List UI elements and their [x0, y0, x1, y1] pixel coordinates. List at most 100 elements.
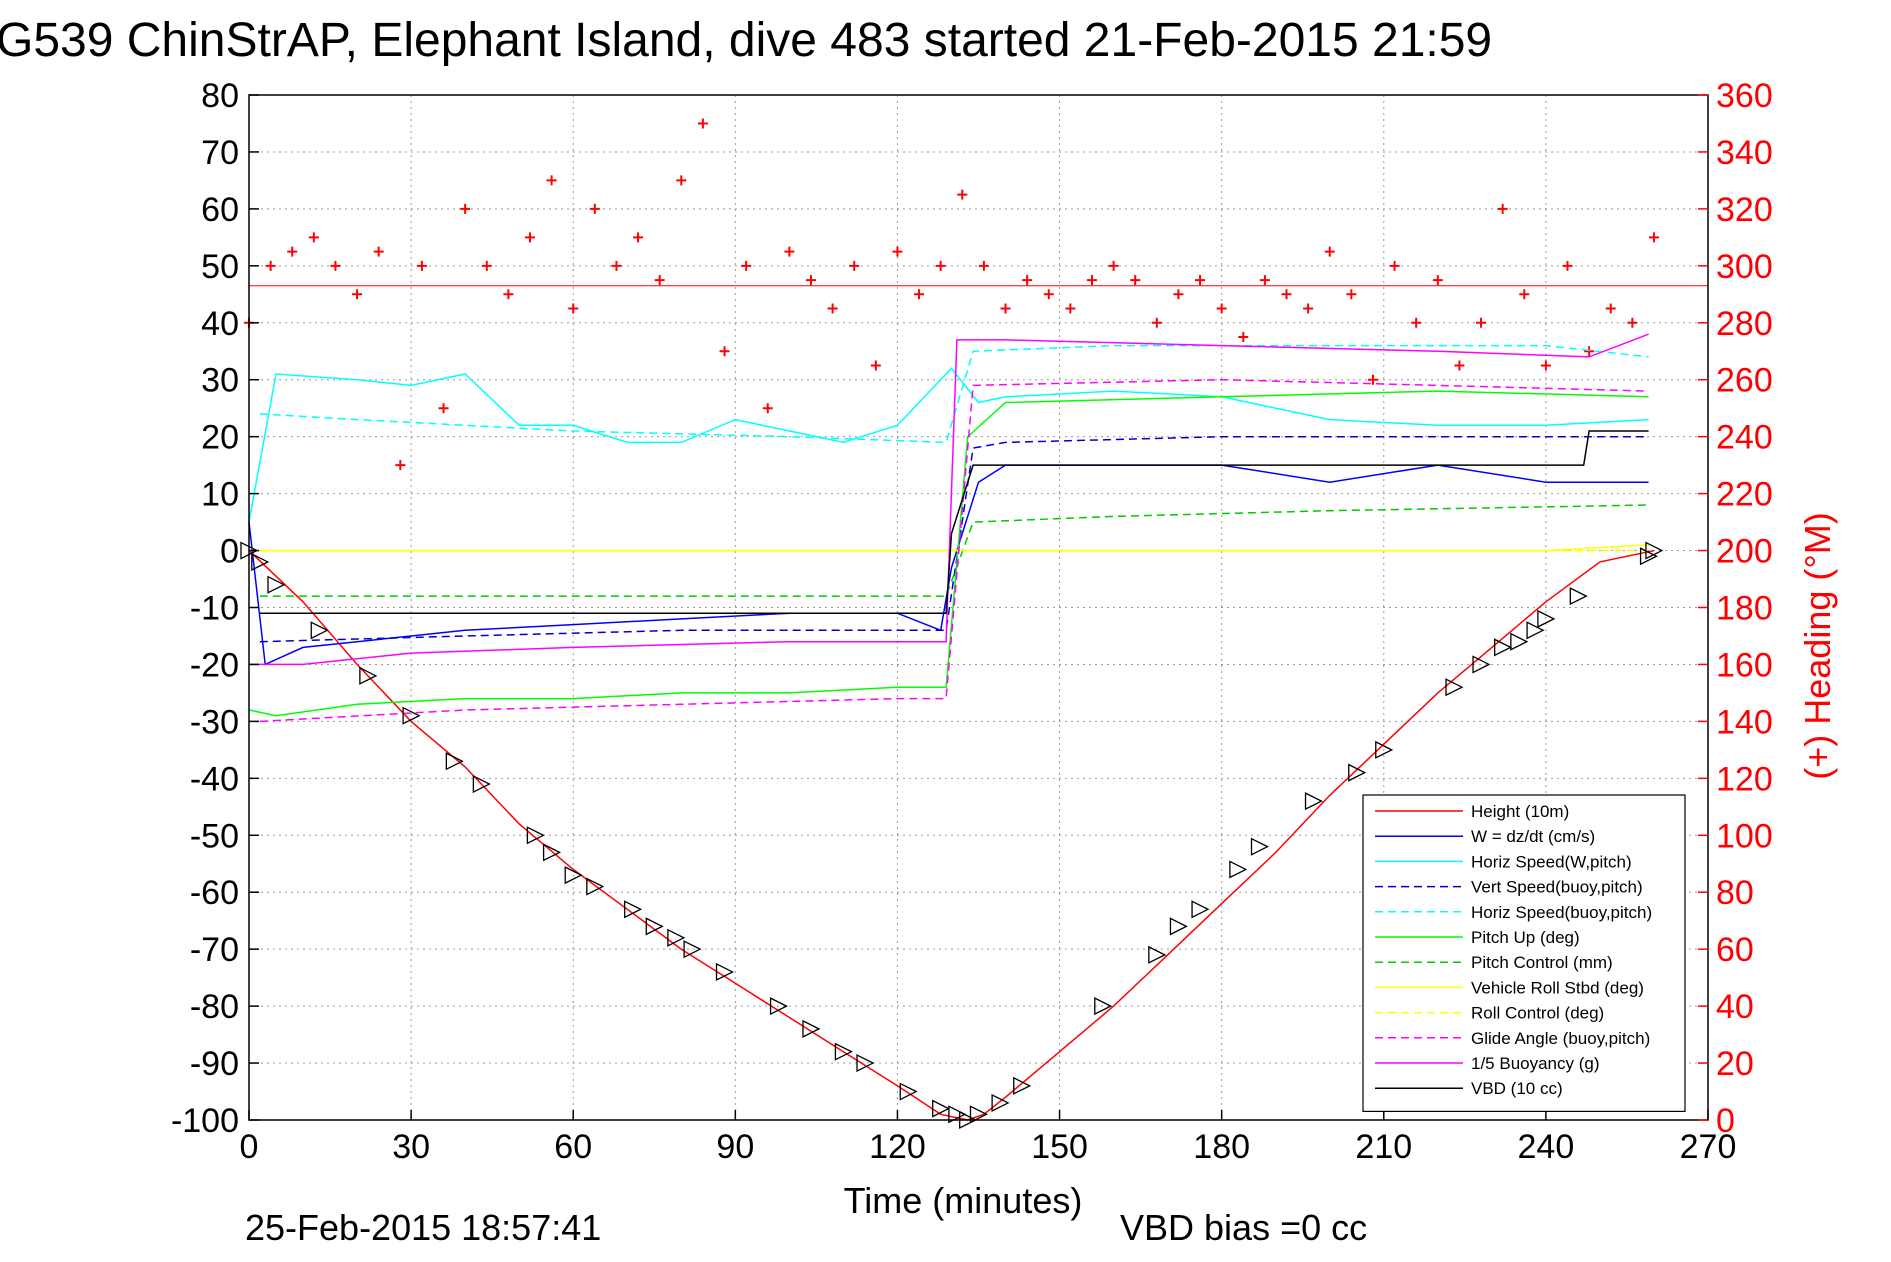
- heading-point: [1367, 374, 1378, 385]
- y-tick-label: 60: [201, 191, 239, 229]
- heading-point: [1389, 260, 1400, 271]
- heading-point: [633, 232, 644, 243]
- heading-point: [914, 289, 925, 300]
- height-marker: [402, 706, 421, 725]
- x-tick-label: 60: [554, 1128, 592, 1166]
- y2-axis-label: (+) Heading (°M): [1797, 512, 1838, 779]
- heading-point: [1108, 260, 1119, 271]
- y2-tick-label: 120: [1716, 760, 1773, 798]
- series-line-9: [259, 378, 1649, 723]
- height-marker: [1229, 860, 1248, 879]
- height-marker: [1639, 547, 1659, 566]
- heading-point: [676, 175, 687, 186]
- heading-point: [1324, 246, 1335, 257]
- heading-point: [1540, 360, 1551, 371]
- heading-point: [503, 289, 514, 300]
- heading-point: [1346, 289, 1357, 300]
- series-line-10: [249, 333, 1649, 666]
- legend: Height (10m) W = dz/dt (cm/s) Horiz Speed(…: [1362, 794, 1686, 1112]
- y-tick-label: 10: [201, 476, 239, 514]
- series-line-2: [248, 367, 1649, 523]
- height-marker: [267, 575, 286, 594]
- y2-tick-label: 200: [1716, 533, 1773, 571]
- height-marker: [359, 666, 378, 685]
- series-line-4: [259, 344, 1649, 444]
- y-tick-label: 0: [220, 533, 239, 571]
- footer-timestamp: 25-Feb-2015 18:57:41: [245, 1207, 601, 1248]
- heading-point: [978, 260, 989, 271]
- height-marker: [1526, 621, 1545, 640]
- heading-point: [373, 246, 384, 257]
- height-marker: [802, 1019, 821, 1038]
- y-tick-label: -80: [190, 988, 239, 1026]
- height-marker: [564, 866, 583, 885]
- height-marker: [948, 1105, 967, 1124]
- y2-tick-label: 360: [1716, 77, 1773, 115]
- height-marker: [1375, 740, 1394, 759]
- height-marker: [542, 843, 562, 862]
- height-marker: [1645, 541, 1664, 560]
- heading-point: [438, 403, 449, 414]
- x-tick-label: 120: [869, 1128, 926, 1166]
- height-marker: [683, 940, 702, 959]
- heading-point: [1432, 275, 1443, 286]
- y-tick-label: 80: [201, 77, 239, 115]
- legend-entry: Pitch Control (mm): [1471, 953, 1613, 972]
- y2-tick-label: 40: [1716, 988, 1754, 1026]
- heading-point: [1259, 275, 1270, 286]
- heading-layer: [244, 118, 1708, 471]
- height-marker: [1494, 638, 1513, 657]
- height-marker: [1537, 609, 1556, 628]
- height-marker: [715, 962, 734, 981]
- height-marker: [1304, 792, 1323, 811]
- heading-point: [611, 260, 622, 271]
- heading-point: [1043, 289, 1054, 300]
- y2-tick-label: 220: [1716, 476, 1773, 514]
- heading-point: [546, 175, 557, 186]
- y2-tick-label: 300: [1716, 248, 1773, 286]
- y2-tick-label: 180: [1716, 590, 1773, 628]
- y2-tick-label: 60: [1716, 931, 1754, 969]
- x-axis-ticks: 0 30 60 90 120 150 180 210 240 270: [240, 1110, 1736, 1166]
- heading-point: [1216, 303, 1227, 314]
- heading-point: [352, 289, 363, 300]
- heading-point: [892, 246, 903, 257]
- heading-point: [849, 260, 860, 271]
- heading-point: [589, 203, 600, 214]
- height-marker: [899, 1082, 918, 1101]
- y2-tick-label: 140: [1716, 703, 1773, 741]
- height-marker: [856, 1054, 875, 1073]
- series-line-6: [259, 504, 1649, 597]
- height-marker: [667, 928, 686, 947]
- heading-point: [481, 260, 492, 271]
- height-marker: [251, 552, 270, 571]
- heading-point: [1086, 275, 1097, 286]
- y-tick-label: 40: [201, 305, 239, 343]
- y2-tick-label: 240: [1716, 419, 1773, 457]
- y-axis-ticks: 80 70 60 50 40 30 20 10 0 -10 -20 -30 -40 -50 -60 -70 -8…: [171, 77, 259, 1140]
- heading-point: [1281, 289, 1292, 300]
- footer-vbd-bias: VBD bias =0 cc: [1120, 1207, 1367, 1248]
- height-marker: [1569, 587, 1588, 606]
- y-tick-label: -10: [190, 590, 239, 628]
- height-marker: [1169, 917, 1188, 936]
- legend-entry: Horiz Speed(W,pitch): [1471, 852, 1632, 871]
- y-tick-label: 50: [201, 248, 239, 286]
- heading-point: [1238, 332, 1249, 343]
- heading-point: [827, 303, 838, 314]
- y-tick-label: -60: [190, 874, 239, 912]
- y2-tick-label: 340: [1716, 134, 1773, 172]
- heading-point: [741, 260, 752, 271]
- height-marker: [1094, 997, 1113, 1016]
- y-tick-label: -100: [171, 1102, 239, 1140]
- heading-point: [1000, 303, 1011, 314]
- x-tick-label: 180: [1193, 1128, 1250, 1166]
- series-line-11: [259, 430, 1649, 614]
- height-marker: [445, 752, 464, 771]
- y-tick-label: -90: [190, 1045, 239, 1083]
- heading-point: [287, 246, 298, 257]
- heading-point: [568, 303, 579, 314]
- heading-point: [1605, 303, 1616, 314]
- y2-tick-label: 280: [1716, 305, 1773, 343]
- heading-point: [1497, 203, 1508, 214]
